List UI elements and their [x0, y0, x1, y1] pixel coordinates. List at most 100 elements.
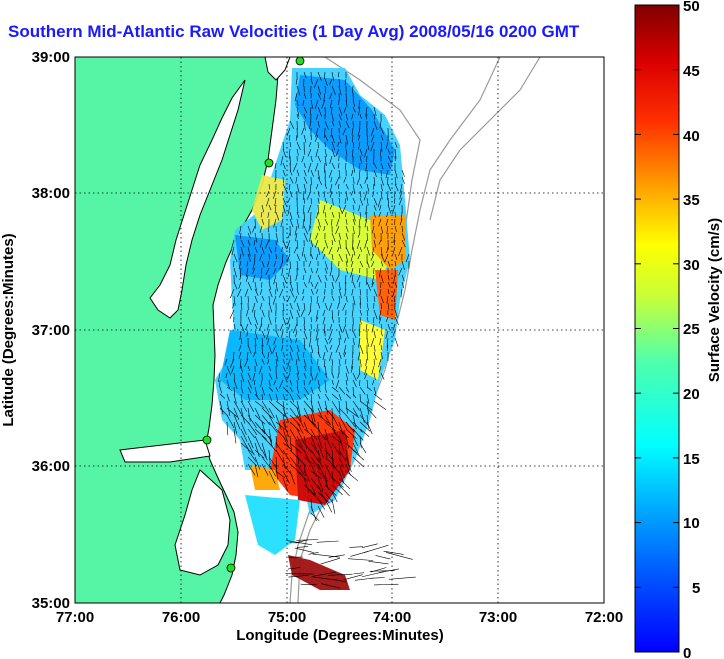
velocity-vector [317, 386, 321, 393]
velocity-vector [296, 239, 299, 249]
velocity-vector [289, 281, 294, 291]
velocity-vector [240, 302, 243, 311]
velocity-vector [303, 183, 307, 193]
velocity-vector [373, 316, 375, 324]
velocity-vector [324, 260, 328, 270]
velocity-vector [352, 99, 356, 107]
velocity-vector [275, 449, 284, 463]
velocity-vector [400, 183, 403, 193]
velocity-vector [353, 572, 365, 575]
velocity-vector [385, 141, 389, 149]
velocity-vector [315, 127, 319, 138]
velocity-vector [344, 197, 347, 204]
velocity-vector [345, 463, 351, 476]
velocity-vector [338, 449, 347, 462]
velocity-vector [371, 365, 375, 375]
velocity-vector [344, 162, 347, 170]
velocity-vector [240, 295, 243, 305]
velocity-vector [259, 302, 263, 310]
velocity-vector [246, 260, 249, 267]
velocity-vector [295, 337, 298, 343]
velocity-vector [331, 85, 336, 96]
velocity-vector [240, 442, 253, 454]
velocity-vector [288, 575, 309, 578]
velocity-vector [366, 232, 368, 241]
velocity-vector [345, 435, 350, 449]
velocity-vector [254, 316, 258, 325]
velocity-vector [279, 323, 284, 332]
velocity-vector [268, 463, 277, 477]
velocity-vector [268, 253, 270, 260]
velocity-vector [338, 239, 342, 250]
y-tick-label: 38:00 [32, 185, 70, 202]
velocity-vector [373, 239, 377, 248]
velocity-vector [268, 225, 270, 233]
velocity-vector [331, 309, 334, 318]
velocity-vector [352, 239, 354, 250]
velocity-vector [289, 218, 294, 228]
velocity-vector [366, 379, 369, 389]
velocity-vector [371, 274, 375, 285]
velocity-vector [240, 337, 243, 344]
velocity-vector [373, 113, 375, 120]
velocity-vector [358, 337, 361, 348]
velocity-vector [317, 491, 330, 504]
velocity-vector [380, 344, 383, 351]
velocity-vector [254, 232, 258, 243]
velocity-vector [356, 239, 361, 250]
velocity-vector [331, 71, 334, 81]
velocity-vector [247, 449, 257, 462]
velocity-vector [385, 169, 389, 179]
delaware-bay [264, 57, 291, 81]
velocity-vector [289, 211, 293, 220]
velocity-vector [378, 218, 382, 227]
velocity-vector [371, 134, 375, 143]
velocity-vector [366, 407, 377, 419]
velocity-vector [307, 162, 312, 173]
velocity-vector [352, 183, 356, 194]
velocity-vector [331, 316, 335, 323]
velocity-vector [358, 106, 361, 116]
velocity-vector [341, 204, 347, 215]
velocity-vector [272, 295, 277, 305]
velocity-vector [268, 470, 276, 484]
velocity-vector [265, 239, 270, 249]
velocity-vector [303, 106, 308, 114]
velocity-vector [254, 323, 258, 330]
velocity-vector [324, 414, 331, 426]
velocity-vector [331, 295, 335, 302]
velocity-vector [342, 323, 347, 333]
velocity-vector [275, 316, 277, 323]
velocity-vector [261, 246, 265, 255]
velocity-vector [351, 274, 354, 283]
velocity-vector [296, 539, 309, 543]
velocity-vector [310, 358, 313, 365]
velocity-vector [366, 197, 369, 206]
velocity-vector [345, 246, 351, 256]
velocity-vector [240, 407, 245, 424]
velocity-vector [317, 169, 320, 180]
velocity-vector [281, 330, 284, 338]
velocity-vector [303, 358, 307, 368]
velocity-vector [309, 232, 312, 242]
velocity-vector [303, 92, 307, 99]
velocity-vector [338, 183, 340, 190]
velocity-vector [338, 456, 344, 468]
velocity-vector [254, 435, 262, 451]
velocity-vector [338, 295, 341, 304]
velocity-vector [345, 379, 348, 386]
velocity-vector [338, 442, 341, 455]
velocity-vector [254, 281, 257, 291]
velocity-vector [338, 330, 342, 340]
velocity-vector [275, 351, 279, 362]
velocity-vector [268, 316, 272, 325]
velocity-vector [358, 99, 361, 109]
velocity-vector [293, 246, 298, 254]
velocity-vector [308, 260, 312, 267]
velocity-vector [317, 337, 319, 346]
velocity-vector [324, 337, 329, 345]
velocity-vector [365, 211, 368, 222]
velocity-vector [331, 239, 333, 246]
velocity-vector [303, 267, 307, 274]
velocity-vector [387, 204, 392, 214]
